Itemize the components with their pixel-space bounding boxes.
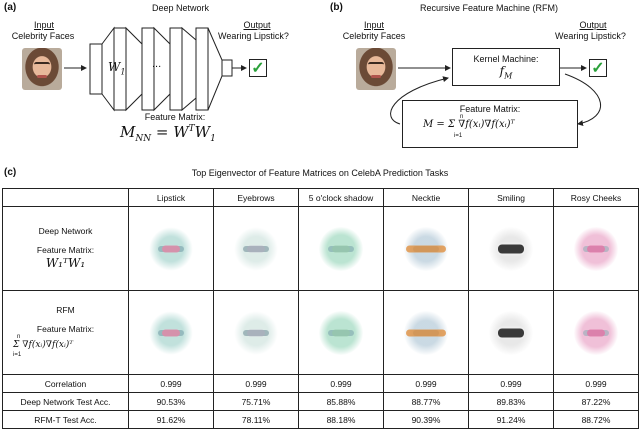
rfm-sum-bottom: i=1 xyxy=(13,352,22,359)
panel-b-output-title: Output xyxy=(579,20,607,30)
eigenvector-table: Lipstick Eyebrows 5 o'clock shadow Neckt… xyxy=(2,188,639,429)
eigenvector-image-cell xyxy=(468,290,554,375)
panel-a-output-title: Output xyxy=(243,20,271,30)
layers-ellipsis: ... xyxy=(152,58,162,70)
metric-cell: 91.62% xyxy=(128,410,214,429)
rfm-row-name: RFM xyxy=(56,304,75,315)
panel-b-output-sub: Wearing Lipstick? xyxy=(555,31,626,41)
column-header: Lipstick xyxy=(128,188,214,207)
output-node-box xyxy=(221,59,233,77)
deep-network-image-row: Deep Network Feature Matrix: W₁ᵀW₁ xyxy=(2,206,639,291)
metric-cell: 88.77% xyxy=(383,392,469,411)
eigenvector-image-cell xyxy=(128,290,214,375)
rfm-row-label: RFM Feature Matrix: n Σ ∇f(xᵢ)∇f(xᵢ)ᵀ i=… xyxy=(2,290,129,375)
panel-a-input-title: Input xyxy=(33,20,55,30)
panel-b-sum-top: n xyxy=(460,114,464,120)
eigenvector-image-cell xyxy=(298,290,384,375)
deep-network-acc-row: Deep Network Test Acc. 90.53% 75.71% 85.… xyxy=(2,392,639,411)
panel-b-check-icon: ✓ xyxy=(589,59,607,77)
panel-a-input-sub: Celebrity Faces xyxy=(11,31,75,41)
panel-a-feature-label: Feature Matrix: xyxy=(144,112,206,122)
header-row: Lipstick Eyebrows 5 o'clock shadow Neckt… xyxy=(2,188,639,207)
metric-cell: 0.999 xyxy=(213,374,299,393)
panel-b-title: Recursive Feature Machine (RFM) xyxy=(420,3,559,13)
connection-trapezoid-4 xyxy=(181,26,197,112)
metric-cell: 87.22% xyxy=(553,392,639,411)
column-header: Eyebrows xyxy=(213,188,299,207)
eigenvector-image-cell xyxy=(383,206,469,291)
correlation-row: Correlation 0.999 0.999 0.999 0.999 0.99… xyxy=(2,374,639,393)
deep-network-formula: W₁ᵀW₁ xyxy=(45,255,86,270)
column-header: Rosy Cheeks xyxy=(553,188,639,207)
panel-a-letter: (a) xyxy=(4,2,17,13)
metric-cell: 88.18% xyxy=(298,410,384,429)
kernel-machine-formula: fM xyxy=(499,64,513,81)
feedback-arrow-left xyxy=(390,76,449,125)
deep-network-row-name: Deep Network xyxy=(38,226,93,237)
hidden-layer-box-3 xyxy=(169,27,183,111)
panel-b-feature-formula-wrap: n M = Σ ∇f(xᵢ)∇f(xᵢ)ᵀ i=1 xyxy=(403,114,577,142)
column-header: 5 o'clock shadow xyxy=(298,188,384,207)
kernel-machine-box: Kernel Machine: fM xyxy=(452,48,560,86)
panel-a-feature-formula: MNN = WTW1 xyxy=(120,123,216,144)
input-layer-box xyxy=(89,43,103,95)
rfm-formula-wrap: n Σ ∇f(xᵢ)∇f(xᵢ)ᵀ i=1 xyxy=(3,334,128,360)
eigenvector-image-cell xyxy=(383,290,469,375)
panel-a-title: Deep Network xyxy=(152,3,210,13)
panel-b-flow-svg xyxy=(390,65,602,127)
metric-cell: 0.999 xyxy=(128,374,214,393)
weight-w1-label: W1 xyxy=(108,60,126,77)
panel-b-input-title: Input xyxy=(363,20,385,30)
rfm-sum-top: n xyxy=(17,334,21,341)
metric-cell: 90.53% xyxy=(128,392,214,411)
rfm-image-row: RFM Feature Matrix: n Σ ∇f(xᵢ)∇f(xᵢ)ᵀ i=… xyxy=(2,290,639,375)
eigenvector-image-cell xyxy=(553,290,639,375)
header-empty-cell xyxy=(2,188,129,207)
rfm-formula: Σ ∇f(xᵢ)∇f(xᵢ)ᵀ xyxy=(13,340,74,351)
connection-trapezoid-2 xyxy=(125,26,143,112)
kernel-machine-label: Kernel Machine: xyxy=(473,54,539,64)
panel-a-network-svg xyxy=(64,26,247,112)
feature-matrix-box: Feature Matrix: n M = Σ ∇f(xᵢ)∇f(xᵢ)ᵀ i=… xyxy=(402,100,578,148)
celebrity-face-image-rfm xyxy=(356,48,396,90)
rfm-acc-row: RFM-T Test Acc. 91.62% 78.11% 88.18% 90.… xyxy=(2,410,639,429)
metric-cell: 89.83% xyxy=(468,392,554,411)
metric-cell: 75.71% xyxy=(213,392,299,411)
panel-b-letter: (b) xyxy=(330,2,343,13)
eigenvector-image-cell xyxy=(213,290,299,375)
panel-a-check-icon: ✓ xyxy=(249,59,267,77)
metric-cell: 78.11% xyxy=(213,410,299,429)
panel-c-letter: (c) xyxy=(4,167,17,178)
metric-cell: 91.24% xyxy=(468,410,554,429)
metric-cell: 0.999 xyxy=(553,374,639,393)
metric-row-label: RFM-T Test Acc. xyxy=(2,410,129,429)
panel-c-title: Top Eigenvector of Feature Matrices on C… xyxy=(191,168,449,178)
panel-b-sum-bottom: i=1 xyxy=(454,133,463,139)
deep-network-row-label: Deep Network Feature Matrix: W₁ᵀW₁ xyxy=(2,206,129,291)
panel-a-output-sub: Wearing Lipstick? xyxy=(218,31,289,41)
metric-cell: 88.72% xyxy=(553,410,639,429)
metric-cell: 85.88% xyxy=(298,392,384,411)
celebrity-face-image xyxy=(22,48,62,90)
metric-cell: 0.999 xyxy=(383,374,469,393)
metric-cell: 90.39% xyxy=(383,410,469,429)
deep-network-feature-label: Feature Matrix: xyxy=(36,245,95,255)
metric-cell: 0.999 xyxy=(468,374,554,393)
metric-row-label: Deep Network Test Acc. xyxy=(2,392,129,411)
hidden-layer-box-4 xyxy=(195,27,209,111)
eigenvector-image-cell xyxy=(298,206,384,291)
eigenvector-image-cell xyxy=(553,206,639,291)
metric-row-label: Correlation xyxy=(2,374,129,393)
metric-cell: 0.999 xyxy=(298,374,384,393)
eigenvector-image-cell xyxy=(128,206,214,291)
rfm-feature-label: Feature Matrix: xyxy=(36,323,95,334)
eigenvector-image-cell xyxy=(213,206,299,291)
feedback-arrow-right xyxy=(564,73,602,127)
eigenvector-image-cell xyxy=(468,206,554,291)
panel-b-feature-label: Feature Matrix: xyxy=(459,104,521,114)
panel-b-input-sub: Celebrity Faces xyxy=(342,31,406,41)
panel-b-feature-formula: M = Σ ∇f(xᵢ)∇f(xᵢ)ᵀ xyxy=(423,119,515,130)
column-header: Necktie xyxy=(383,188,469,207)
column-header: Smiling xyxy=(468,188,554,207)
